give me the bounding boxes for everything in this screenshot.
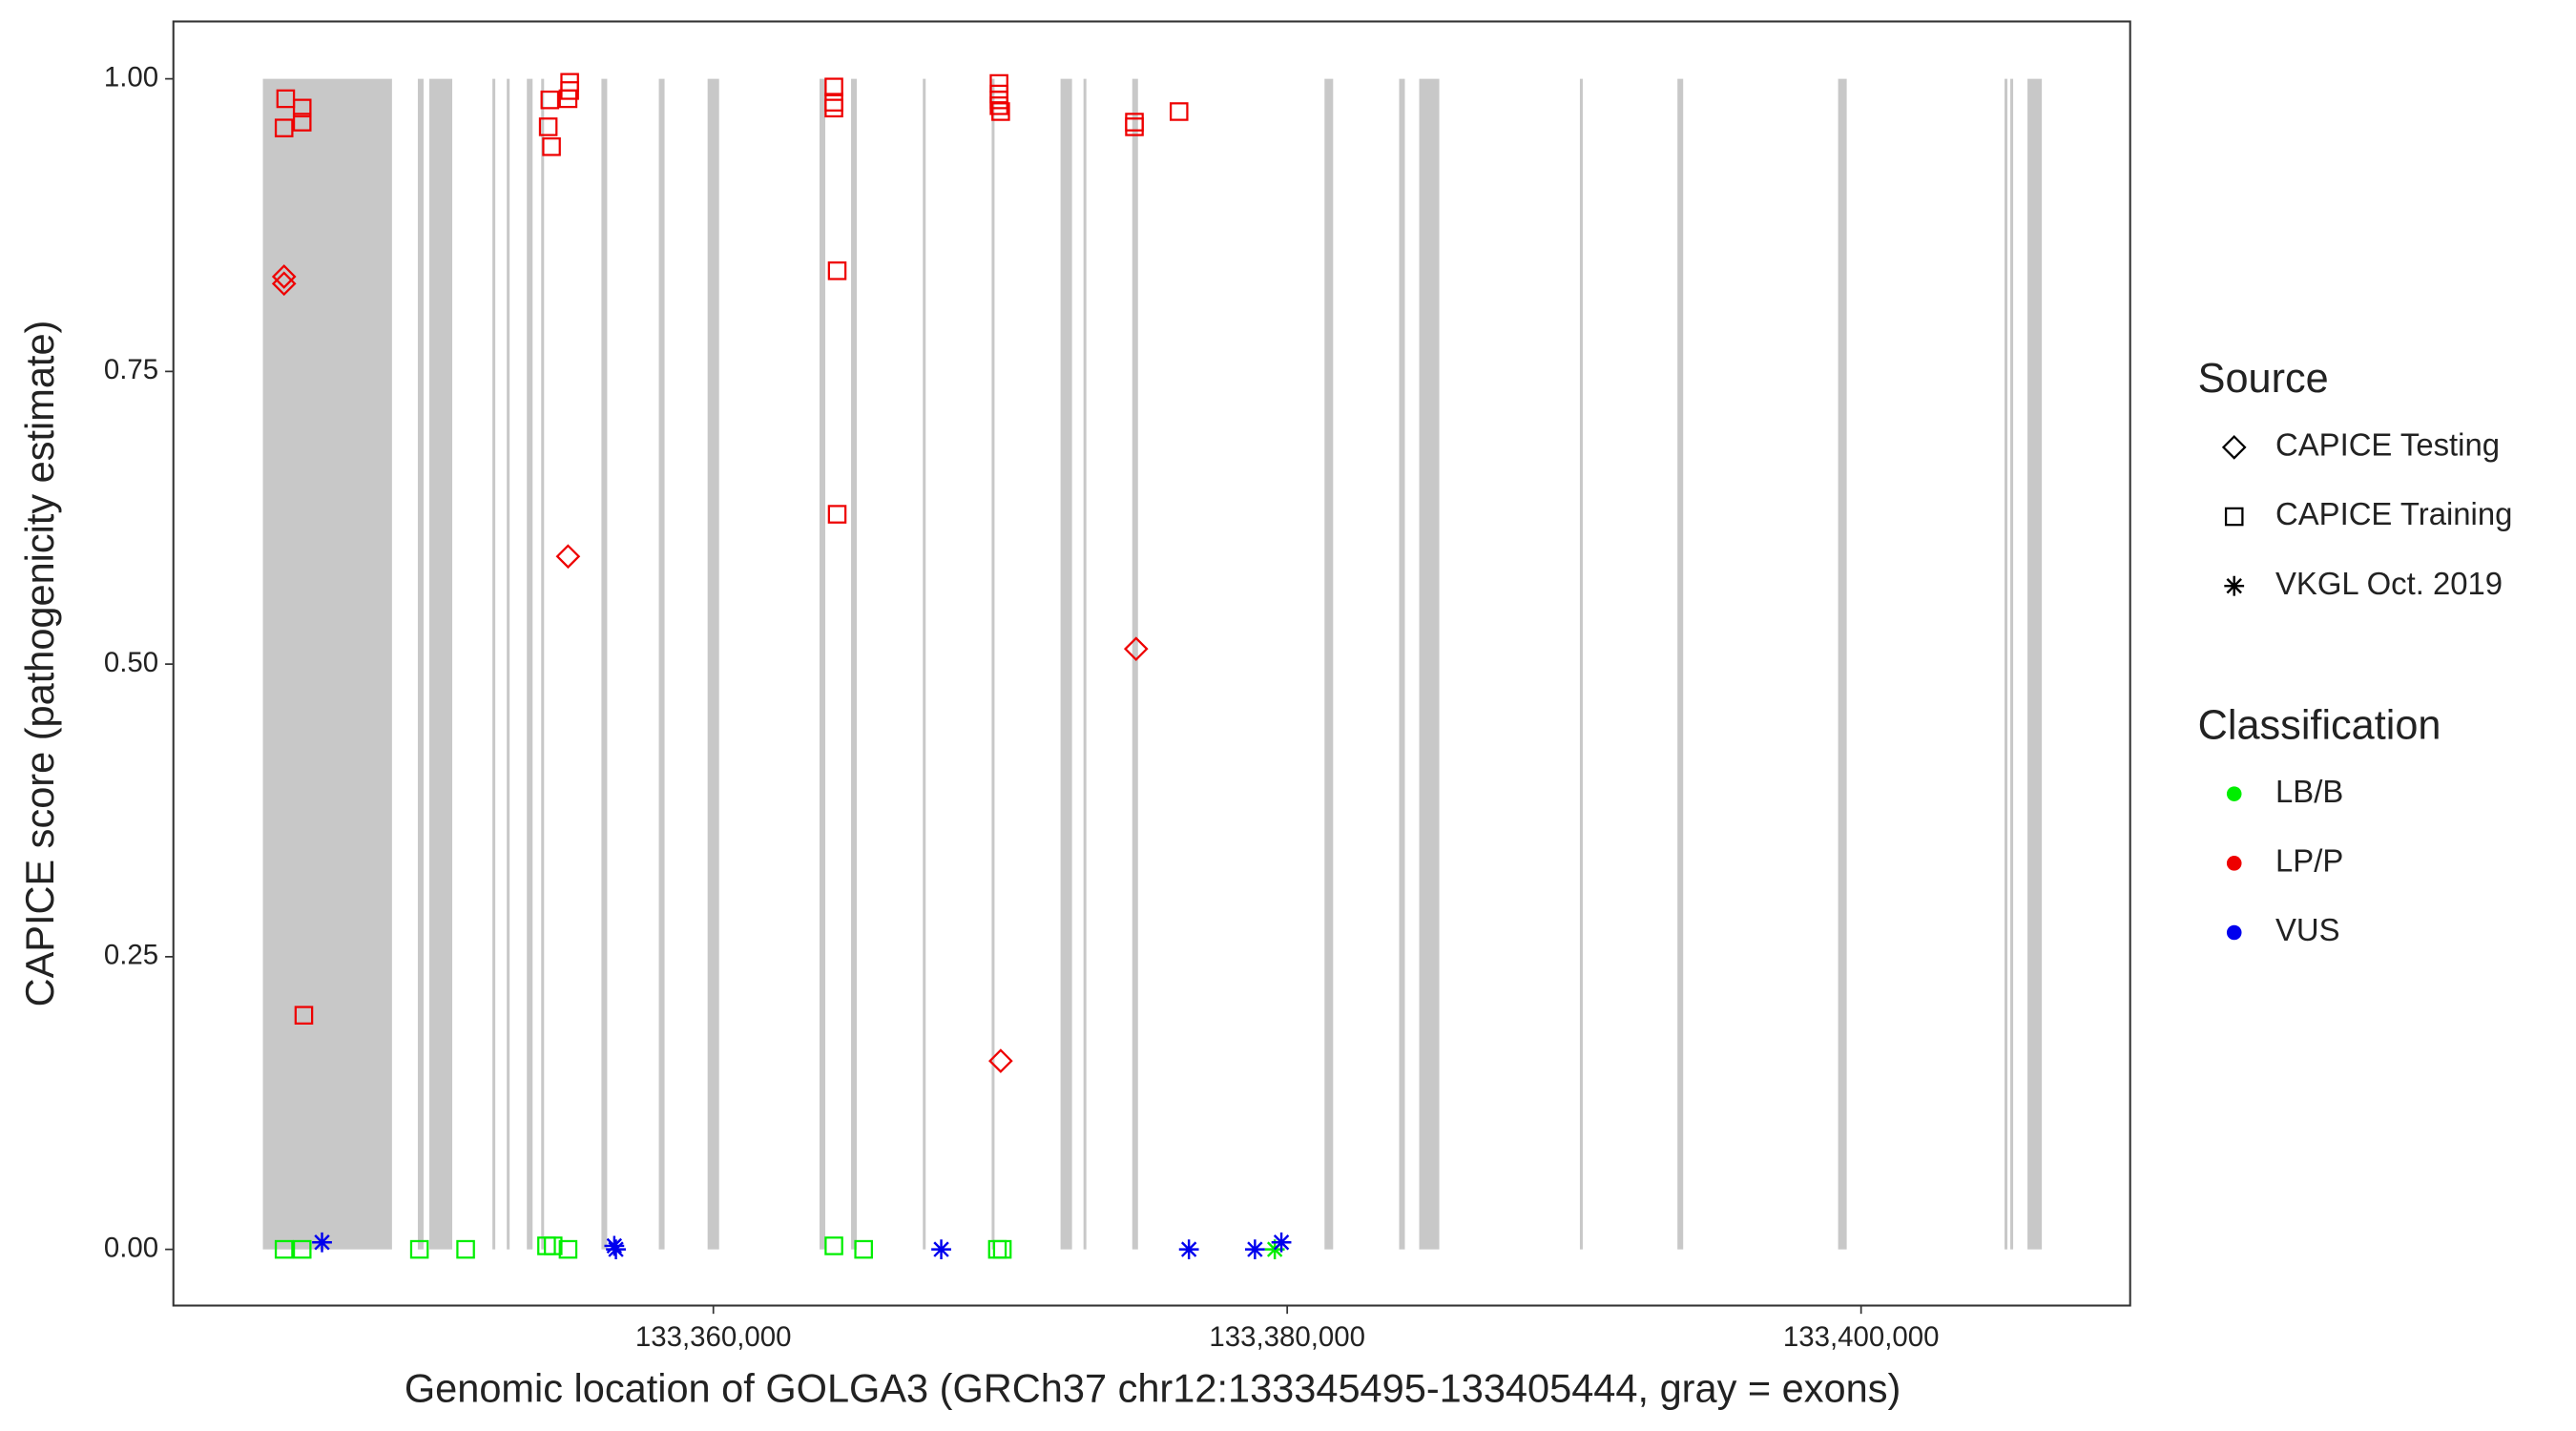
point — [1271, 1232, 1292, 1253]
exon — [1132, 78, 1138, 1250]
point — [1244, 1239, 1265, 1259]
point — [989, 96, 1008, 115]
exon — [601, 78, 608, 1250]
y-tick-label: 0.25 — [104, 940, 158, 971]
point — [1123, 636, 1149, 662]
y-tick-label: 1.00 — [104, 61, 158, 93]
point — [827, 261, 847, 280]
legend-key — [2226, 786, 2242, 801]
legend-key — [2224, 507, 2244, 527]
point — [558, 89, 578, 109]
exon — [2027, 78, 2043, 1250]
point — [537, 1236, 556, 1255]
exon — [991, 78, 995, 1250]
exon — [2005, 78, 2008, 1250]
exon — [417, 78, 424, 1250]
legend-label: LB/B — [2275, 774, 2343, 809]
exon — [527, 78, 533, 1250]
point — [931, 1239, 951, 1259]
exon — [1677, 78, 1684, 1250]
legend-key — [2226, 856, 2242, 871]
y-axis-title: CAPICE score (pathogenicity estimate) — [17, 321, 62, 1007]
exon — [2010, 78, 2014, 1250]
exon — [819, 78, 825, 1250]
point — [1125, 117, 1144, 136]
legend-key — [2226, 924, 2242, 941]
point — [988, 1048, 1013, 1073]
point — [294, 1006, 314, 1025]
point — [606, 1239, 626, 1259]
point — [558, 1239, 578, 1259]
point — [987, 1239, 1008, 1259]
point — [991, 102, 1010, 121]
point — [542, 137, 561, 156]
legend-label: VUS — [2275, 912, 2340, 947]
exon — [1419, 78, 1440, 1250]
x-tick-label: 133,360,000 — [635, 1321, 792, 1353]
x-tick-label: 133,380,000 — [1209, 1321, 1365, 1353]
exon — [1838, 78, 1847, 1250]
point — [824, 98, 843, 118]
exon — [1060, 78, 1072, 1250]
exon — [1399, 78, 1405, 1250]
point — [824, 1236, 843, 1255]
y-tick-label: 0.75 — [104, 354, 158, 385]
point — [992, 1239, 1012, 1259]
exon — [851, 78, 858, 1250]
point — [274, 1239, 294, 1259]
point — [1178, 1239, 1199, 1259]
x-tick-label: 133,400,000 — [1783, 1321, 1940, 1353]
exon — [428, 78, 453, 1250]
point — [274, 118, 294, 137]
legend-key — [2221, 435, 2247, 460]
point — [292, 98, 312, 118]
point — [827, 505, 847, 524]
exon — [1579, 78, 1583, 1250]
legend-label: VKGL Oct. 2019 — [2275, 566, 2503, 601]
point — [604, 1235, 625, 1256]
point — [276, 89, 296, 109]
point — [555, 544, 581, 570]
legend-title: Classification — [2198, 702, 2441, 748]
point — [271, 264, 297, 289]
point — [824, 77, 843, 96]
y-tick-label: 0.50 — [104, 647, 158, 678]
legend-key — [2224, 575, 2245, 596]
exon — [507, 78, 510, 1250]
exon — [1083, 78, 1087, 1250]
exon — [707, 78, 719, 1250]
point — [312, 1232, 332, 1253]
exon — [492, 78, 496, 1250]
legend-label: CAPICE Training — [2275, 496, 2512, 531]
point — [1169, 102, 1189, 121]
x-axis-title: Genomic location of GOLGA3 (GRCh37 chr12… — [405, 1365, 1901, 1410]
point — [409, 1239, 429, 1259]
point — [292, 1239, 312, 1259]
point — [824, 93, 843, 112]
y-tick-label: 0.00 — [104, 1232, 158, 1263]
exon — [923, 78, 926, 1250]
point — [456, 1239, 475, 1259]
exon — [541, 78, 545, 1250]
exon — [1324, 78, 1334, 1250]
point — [271, 271, 297, 297]
point — [854, 1239, 873, 1259]
exon — [658, 78, 665, 1250]
legend-label: CAPICE Testing — [2275, 427, 2500, 463]
point — [538, 117, 558, 136]
legend-title: Source — [2198, 356, 2329, 402]
point — [292, 113, 312, 132]
point — [540, 90, 560, 110]
exon — [262, 78, 392, 1250]
legend-label: LP/P — [2275, 843, 2343, 879]
point — [544, 1236, 563, 1255]
plot-border — [172, 20, 2131, 1307]
